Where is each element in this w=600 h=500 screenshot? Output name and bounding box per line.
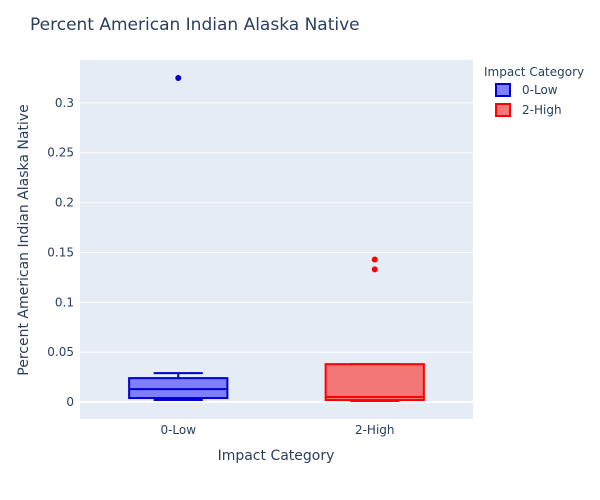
legend-label: 2-High: [522, 103, 562, 117]
y-axis-ticks: 0 0.05 0.1 0.15 0.2 0.25 0.3: [47, 96, 74, 409]
y-tick-label: 0.2: [55, 196, 74, 210]
y-tick-label: 0.15: [47, 245, 74, 259]
legend-swatch: [495, 83, 511, 97]
outlier-point: [175, 74, 182, 81]
outlier-point: [371, 266, 378, 273]
x-tick-label: 2-High: [355, 423, 395, 437]
plot-area: [80, 60, 473, 419]
legend-title: Impact Category: [484, 65, 584, 79]
y-tick-label: 0.05: [47, 345, 74, 359]
boxes: [128, 74, 425, 403]
legend: Impact Category 0-Low 2-High: [484, 65, 584, 117]
outlier-point: [371, 256, 378, 263]
legend-swatch: [495, 103, 511, 117]
y-axis-title: Percent American Indian Alaska Native: [16, 104, 32, 375]
gridlines: [80, 102, 473, 404]
y-tick-label: 0.1: [55, 295, 74, 309]
y-tick-label: 0: [66, 395, 74, 409]
box-2-High: [324, 256, 425, 403]
x-axis-title: Impact Category: [218, 448, 335, 464]
chart-title: Percent American Indian Alaska Native: [30, 15, 360, 35]
x-axis-ticks: 0-Low 2-High: [160, 423, 394, 437]
box: [324, 363, 425, 402]
x-tick-label: 0-Low: [160, 423, 196, 437]
y-tick-label: 0.25: [47, 146, 74, 160]
box-0-Low: [128, 74, 229, 402]
y-tick-label: 0.3: [55, 96, 74, 110]
legend-label: 0-Low: [522, 83, 558, 97]
